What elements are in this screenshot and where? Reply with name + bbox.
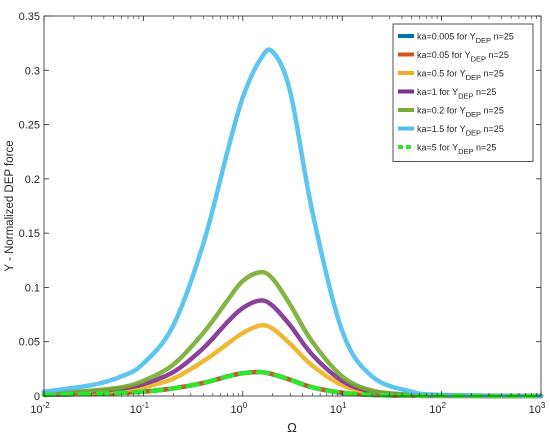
- x-tick-label-exponent: -1: [142, 401, 150, 410]
- x-tick-label-base: 10: [130, 404, 142, 416]
- legend-entry-main: ka=0.2 for Y: [417, 106, 466, 116]
- legend-entry-1: ka=0.005 for YDEP n=25: [417, 32, 514, 46]
- legend-entry-3: ka=0.5 for YDEP n=25: [417, 69, 504, 83]
- y-tick-label: 0: [34, 391, 40, 403]
- y-tick-label: 0.35: [19, 11, 40, 23]
- y-tick-label: 0.1: [25, 282, 40, 294]
- legend-entry-subscript: DEP: [466, 110, 481, 119]
- legend-entry-subscript: DEP: [466, 129, 481, 138]
- legend-entry-tail: n=25: [481, 69, 504, 79]
- x-tick-label-exponent: -2: [43, 401, 51, 410]
- x-tick-label-base: 10: [330, 404, 342, 416]
- legend-entry-subscript: DEP: [458, 147, 473, 156]
- y-tick-label: 0.2: [25, 174, 40, 186]
- x-tick-label-base: 10: [529, 404, 541, 416]
- x-tick-label-base: 10: [429, 404, 441, 416]
- legend-entry-7: ka=5 for YDEP n=25: [417, 143, 496, 157]
- series-line-3: [41, 322, 544, 399]
- legend-entry-2: ka=0.05 for YDEP n=25: [417, 50, 509, 64]
- y-axis: 0 0.05 0.1 0.15 0.2 0.25 0.3 0.35: [19, 11, 541, 403]
- x-tick-label-exponent: 0: [243, 401, 248, 410]
- x-tick-label-exponent: 1: [342, 401, 347, 410]
- legend-entry-subscript: DEP: [458, 92, 473, 101]
- y-tick-label: 0.05: [19, 337, 40, 349]
- series-line-7: [41, 369, 544, 399]
- x-axis: 10-2 10-1 100 101 102 103: [30, 16, 546, 416]
- legend-entry-tail: n=25: [474, 87, 497, 97]
- x-tick-label: 101: [330, 401, 347, 416]
- x-tick-label-base: 10: [30, 404, 42, 416]
- plot-frame: [43, 15, 542, 397]
- legend-entry-main: ka=0.05 for Y: [417, 50, 471, 60]
- legend-entry-main: ka=0.005 for Y: [417, 32, 476, 42]
- y-tick-label: 0.15: [19, 228, 40, 240]
- x-tick-label: 100: [230, 401, 247, 416]
- legend-entry-tail: n=25: [486, 50, 509, 60]
- legend-entry-subscript: DEP: [476, 36, 491, 45]
- legend-entry-tail: n=25: [491, 32, 514, 42]
- y-tick-label: 0.3: [25, 65, 40, 77]
- x-tick-label-base: 10: [230, 404, 242, 416]
- x-tick-label: 103: [529, 401, 546, 416]
- legend-entry-subscript: DEP: [471, 55, 486, 64]
- x-tick-label-exponent: 3: [541, 401, 546, 410]
- legend-entry-main: ka=5 for Y: [417, 143, 458, 153]
- legend-entry-6: ka=1.5 for YDEP n=25: [417, 124, 504, 138]
- legend-entry-5: ka=0.2 for YDEP n=25: [417, 106, 504, 120]
- legend-entry-subscript: DEP: [466, 73, 481, 82]
- x-tick-label: 102: [429, 401, 446, 416]
- series-layer: [41, 47, 544, 399]
- legend-entry-main: ka=1 for Y: [417, 87, 458, 97]
- y-axis-label: Y - Normalized DEP force: [4, 140, 16, 271]
- x-tick-label: 10-1: [130, 401, 150, 416]
- legend-entry-main: ka=1.5 for Y: [417, 124, 466, 134]
- legend-entry-main: ka=0.5 for Y: [417, 69, 466, 79]
- legend-entry-tail: n=25: [481, 124, 504, 134]
- legend-box: [392, 23, 534, 162]
- y-tick-label: 0.25: [19, 120, 40, 132]
- legend-entry-4: ka=1 for YDEP n=25: [417, 87, 496, 101]
- series-line-6: [41, 47, 544, 399]
- legend-entry-tail: n=25: [474, 143, 497, 153]
- x-tick-label: 10-2: [30, 401, 50, 416]
- legend-entry-tail: n=25: [481, 106, 504, 116]
- x-tick-label-exponent: 2: [441, 401, 446, 410]
- x-axis-label: Ω: [287, 420, 297, 435]
